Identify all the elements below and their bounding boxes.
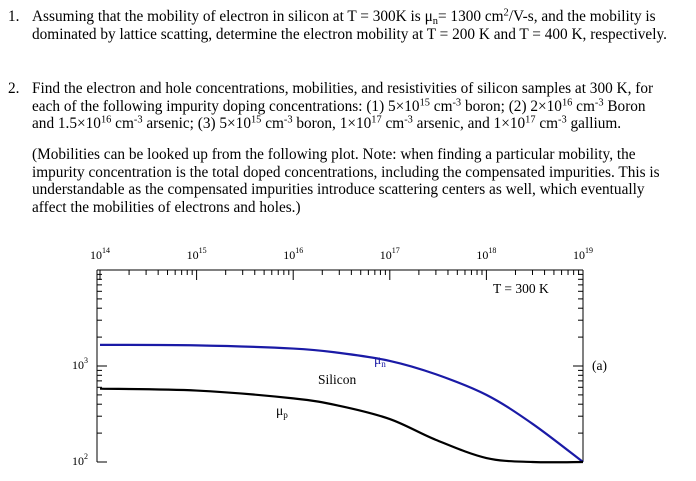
tick-label-exp: 3 — [84, 356, 88, 365]
text-run: cm — [535, 115, 559, 132]
tick-label: 1014 — [90, 246, 110, 262]
text-run: /V-s, and the mobility is dominated by l… — [32, 8, 667, 43]
text-run: -3 — [133, 114, 143, 126]
text-run: cm — [572, 97, 595, 115]
text-run: 17 — [371, 114, 382, 126]
curve — [99, 387, 584, 464]
text-run: 15 — [419, 96, 430, 108]
tick-label-base: 10 — [72, 358, 84, 372]
text-run: -3 — [452, 96, 462, 108]
text-run: arsenic; (3) 5×10 — [142, 115, 251, 132]
text-run: μ — [276, 403, 284, 418]
tick-label: 1019 — [573, 246, 593, 262]
text-run: Silicon — [318, 372, 357, 387]
text-run: p — [283, 409, 288, 420]
text-run: n — [432, 16, 438, 28]
annotation: T = 300 K — [493, 281, 549, 297]
text-run: -3 — [404, 114, 413, 126]
text-run: gallium. — [566, 115, 622, 132]
tick-label-exp: 18 — [488, 246, 496, 255]
text-run: n — [381, 358, 386, 369]
problem-text: Assuming that the mobility of electron i… — [32, 8, 670, 43]
tick-label-base: 10 — [380, 248, 392, 262]
tick-label-base: 10 — [476, 248, 488, 262]
tick-label-base: 10 — [90, 248, 102, 262]
text-run: 16 — [100, 114, 112, 126]
text-run: cm — [429, 97, 453, 115]
annotation: Silicon — [318, 372, 356, 388]
text-run: 17 — [525, 114, 536, 126]
tick-label-base: 10 — [573, 248, 585, 262]
curve — [99, 343, 584, 463]
text-run: -3 — [594, 96, 604, 108]
tick-label: 103 — [72, 356, 88, 372]
text-run: cm — [381, 115, 405, 132]
text-run: -3 — [283, 114, 293, 126]
text-run: Find the electron and hole concentration… — [32, 80, 654, 115]
annotation: μn — [374, 352, 386, 368]
text-run: μ — [374, 352, 382, 367]
tick-label-exp: 16 — [295, 246, 303, 255]
tick-label-exp: 17 — [392, 246, 400, 255]
text-run: 2 — [503, 7, 509, 19]
annotation: (a) — [592, 358, 607, 374]
text-run: T = 300 K — [493, 281, 549, 296]
tick-label: 1018 — [476, 246, 496, 262]
tick-label: 1017 — [380, 246, 400, 262]
text-run: boron; (2) 2×10 — [461, 97, 562, 115]
text-run: arsenic, and 1×10 — [412, 115, 526, 132]
problem-number: 1. — [8, 8, 20, 25]
text-run: μ — [424, 8, 433, 25]
text-run: cm — [111, 115, 134, 132]
text-run: = 1300 cm — [437, 8, 504, 25]
text-run: Boron and 1.5×10 — [32, 97, 646, 133]
text-run: (a) — [592, 358, 607, 373]
text-run: cm — [261, 115, 284, 132]
text-run: boron, 1×10 — [292, 115, 372, 132]
tick-label: 1015 — [187, 246, 207, 262]
text-run: -3 — [558, 114, 567, 126]
tick-label: 1016 — [283, 246, 303, 262]
text-run: 15 — [250, 114, 262, 126]
tick-label-exp: 2 — [84, 452, 88, 461]
tick-label-exp: 19 — [585, 246, 593, 255]
tick-label-base: 10 — [283, 248, 295, 262]
tick-label-exp: 14 — [102, 246, 110, 255]
tick-label: 102 — [72, 452, 88, 468]
problem-note: (Mobilities can be looked up from the fo… — [32, 146, 660, 216]
problem-text: Find the electron and hole concentration… — [32, 80, 670, 133]
annotation: μp — [276, 403, 288, 419]
text-run: 16 — [561, 96, 573, 108]
tick-label-base: 10 — [72, 454, 84, 468]
text-run: Assuming that the mobility of electron i… — [32, 8, 425, 25]
problem-number: 2. — [8, 80, 20, 97]
tick-label-exp: 15 — [199, 246, 207, 255]
tick-label-base: 10 — [187, 248, 199, 262]
